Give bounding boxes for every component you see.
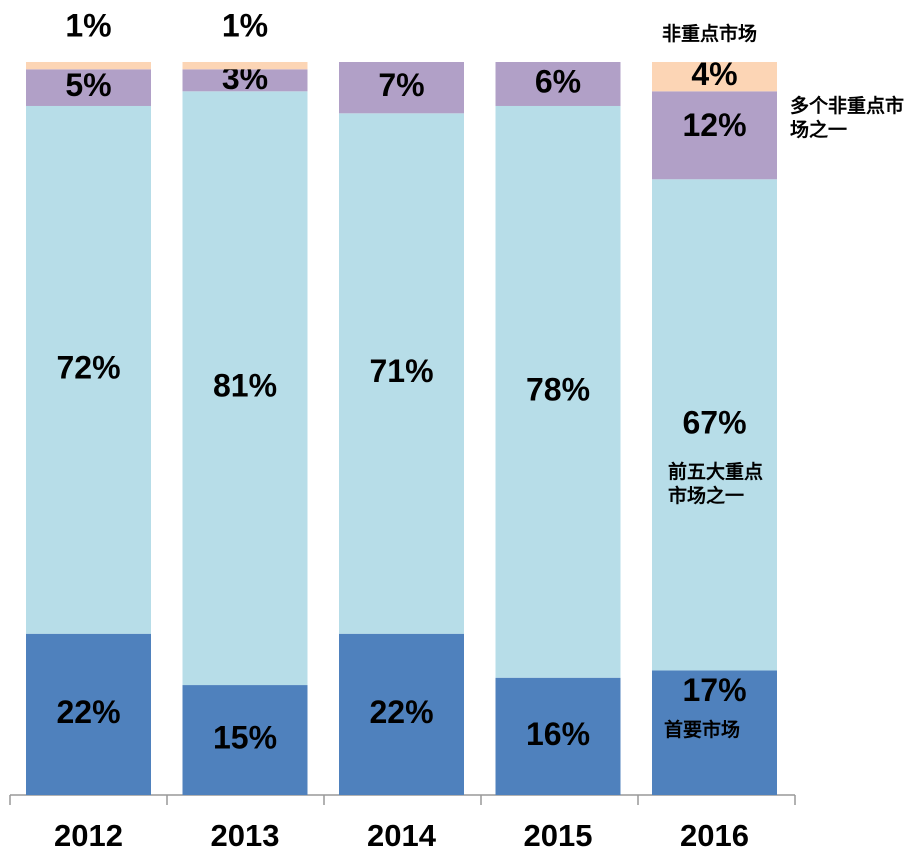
value-label: 7%	[378, 67, 424, 103]
bar-segment	[339, 113, 464, 634]
x-tick-label: 2014	[367, 818, 437, 853]
bar-segment	[495, 677, 621, 795]
value-label: 67%	[682, 404, 746, 440]
value-label: 71%	[369, 353, 433, 389]
bar-segment	[26, 69, 151, 106]
legend-label: 首要市场	[664, 719, 741, 741]
bar-segment	[182, 69, 308, 92]
bar-segment	[652, 91, 777, 180]
value-label: 78%	[526, 371, 590, 407]
value-label: 22%	[369, 694, 433, 730]
value-label: 5%	[65, 67, 111, 103]
x-tick-label: 2016	[680, 818, 749, 853]
legend-label: 多个非重点市场之一	[790, 95, 905, 141]
value-label: 15%	[213, 719, 277, 755]
bar-segment	[182, 62, 308, 70]
bar-segment	[495, 62, 621, 106]
x-tick-label: 2012	[54, 818, 123, 853]
bar-segment	[495, 105, 621, 678]
value-label: 17%	[682, 672, 746, 708]
bar-segment	[182, 685, 308, 795]
legend-label: 前五大重点市场之一	[668, 461, 764, 507]
x-tick-label: 2015	[524, 818, 593, 853]
bar-segment	[652, 62, 777, 92]
value-label: 12%	[682, 107, 746, 143]
value-label: 4%	[691, 56, 737, 92]
x-tick-label: 2013	[211, 818, 280, 853]
bar-segment	[26, 62, 151, 70]
bar-segment	[339, 633, 464, 795]
bar-segment	[339, 62, 464, 114]
value-label: 22%	[56, 694, 120, 730]
bar-segment	[652, 670, 777, 795]
legend-label: 非重点市场	[662, 23, 758, 45]
value-label: 1%	[65, 7, 111, 43]
value-label: 16%	[526, 716, 590, 752]
value-label: 81%	[213, 368, 277, 404]
bar-segment	[652, 179, 777, 671]
value-label: 72%	[56, 349, 120, 385]
value-label: 1%	[222, 7, 268, 43]
bar-segment	[182, 91, 308, 686]
bar-segment	[26, 633, 151, 795]
bar-segment	[26, 105, 151, 634]
value-label: 6%	[535, 63, 581, 99]
